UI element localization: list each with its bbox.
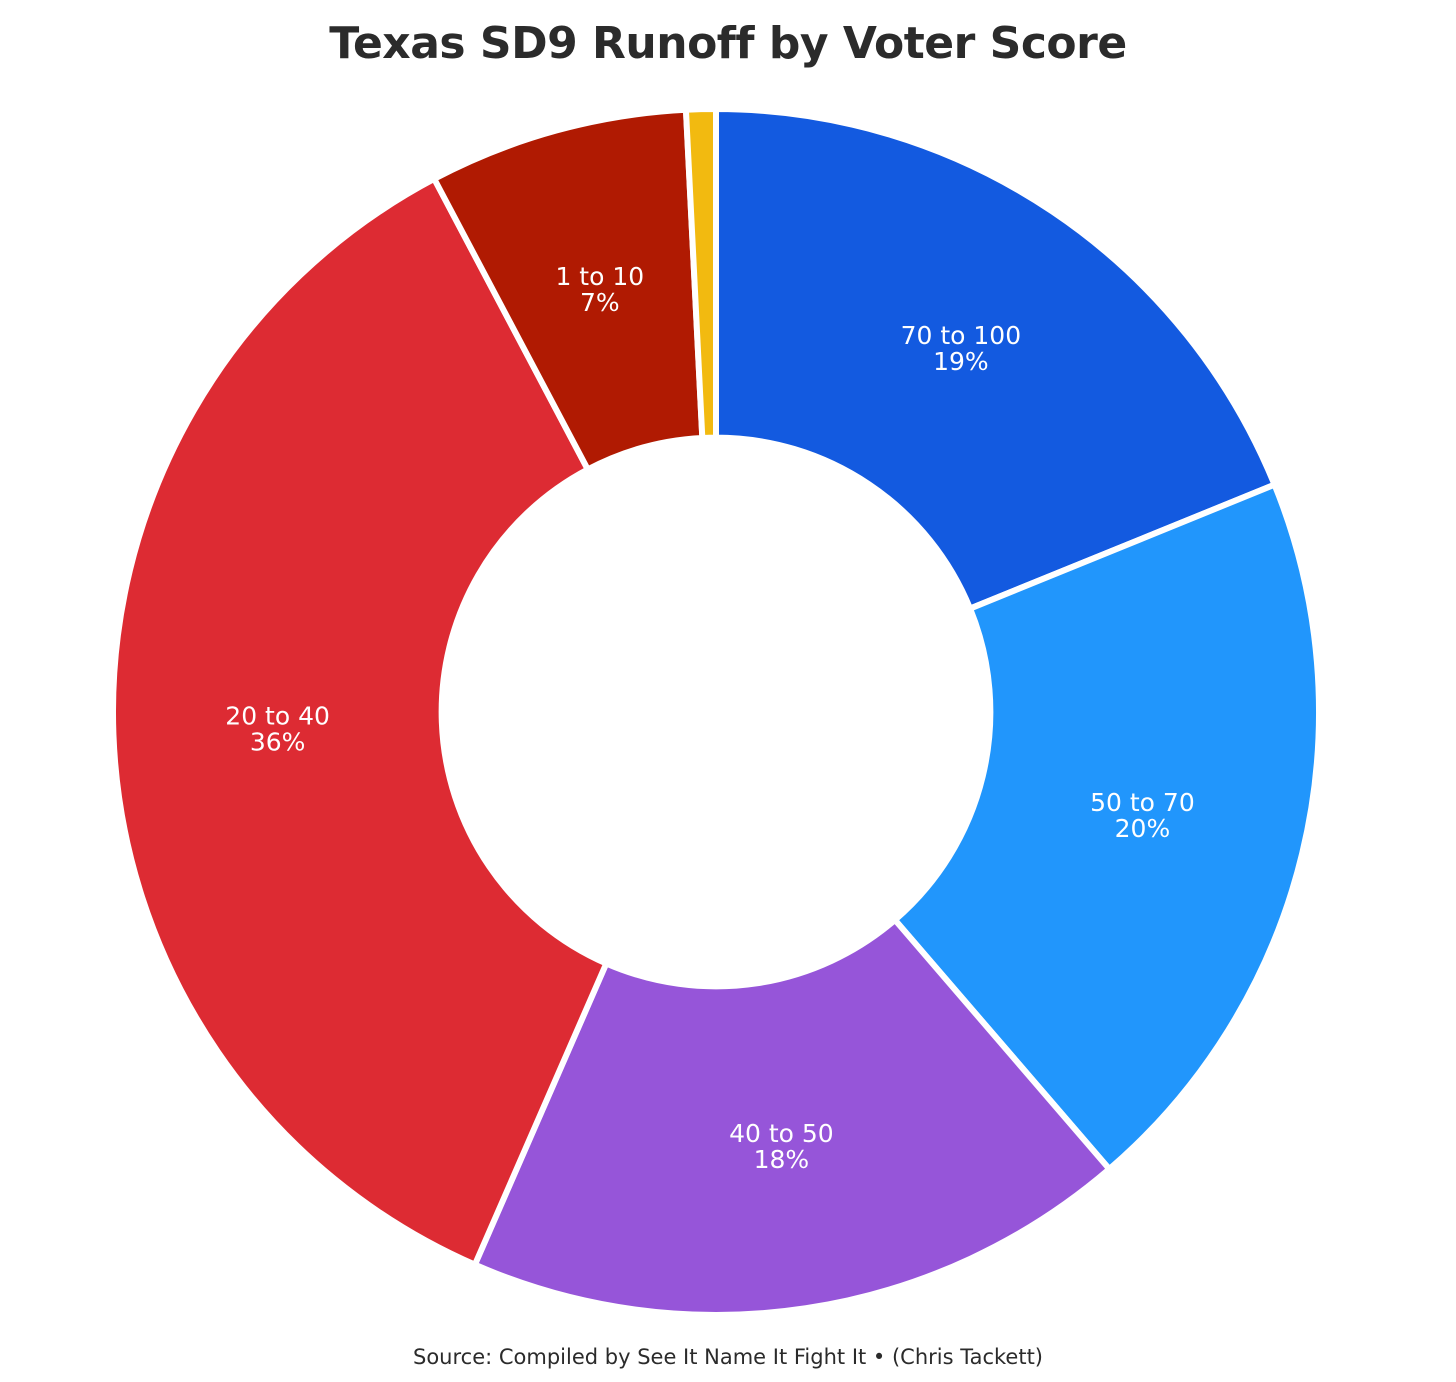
slice-label-20-to-40: 20 to 40 36% xyxy=(225,701,330,756)
slice-40-to-50 xyxy=(471,916,1113,1318)
slice-label-70-to-100: 70 to 100 19% xyxy=(901,321,1022,376)
slice-label-40-to-50: 40 to 50 18% xyxy=(729,1119,834,1174)
slice-label-1-to-10: 1 to 10 7% xyxy=(555,262,644,317)
slice-20-to-40 xyxy=(110,175,610,1268)
slice-70-to-100 xyxy=(713,106,1278,612)
source-note: Source: Compiled by See It Name It Fight… xyxy=(413,1345,1043,1369)
slice-group xyxy=(110,106,1322,1318)
slice-50-to-70 xyxy=(891,481,1322,1173)
donut-chart: 70 to 100 19% 50 to 70 20% 40 to 50 18% 20 to … xyxy=(110,106,1322,1318)
chart-title: Texas SD9 Runoff by Voter Score xyxy=(329,18,1127,69)
slice-small-5 xyxy=(682,106,719,441)
slice-label-50-to-70: 50 to 70 20% xyxy=(1090,788,1195,843)
label-group: 70 to 100 19% 50 to 70 20% 40 to 50 18% 20 to … xyxy=(225,262,1194,1174)
